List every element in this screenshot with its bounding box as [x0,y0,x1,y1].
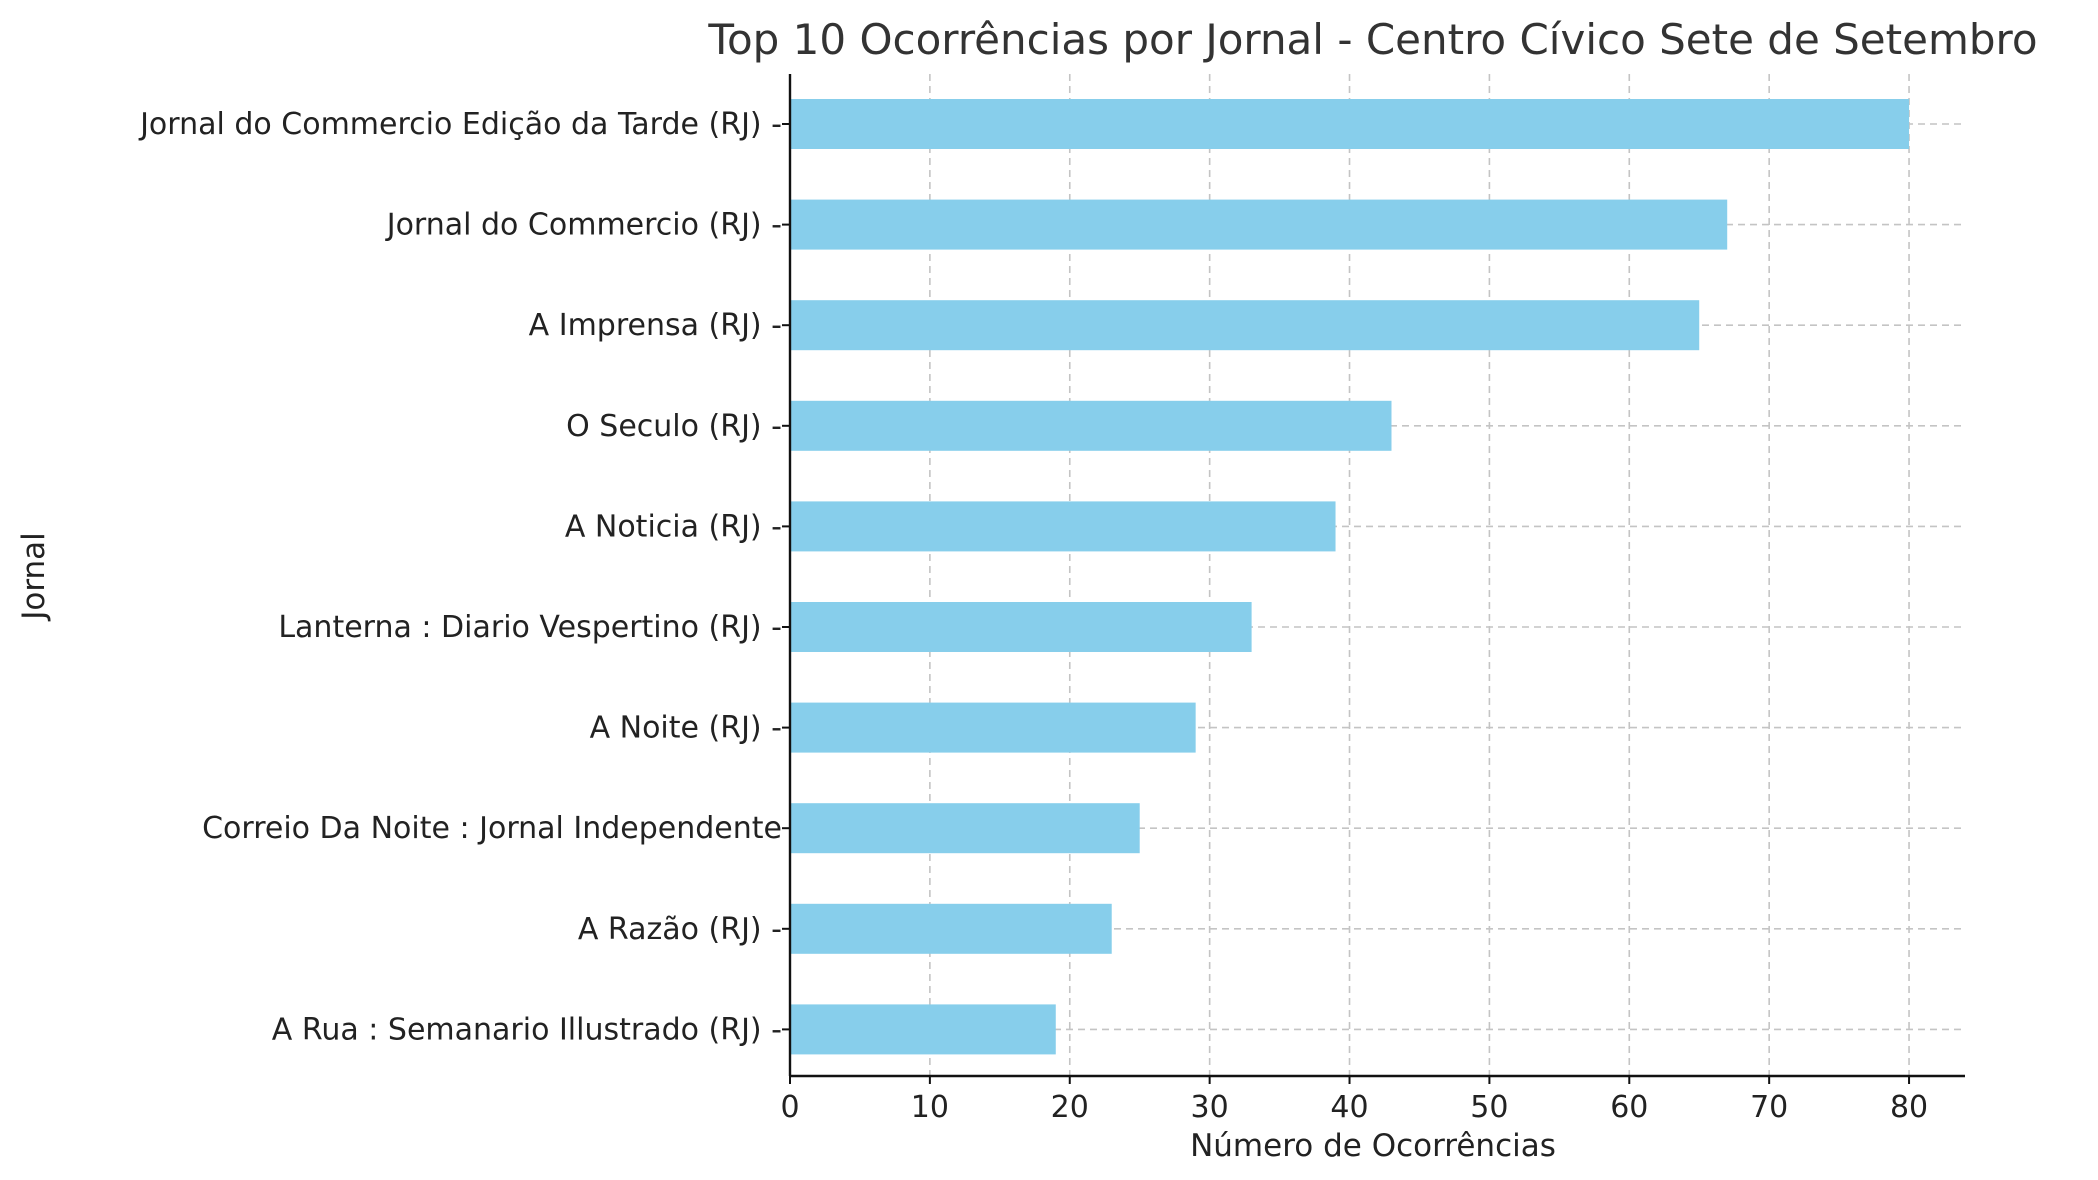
bar [790,803,1140,854]
y-tick-label: A Razão (RJ) - [578,912,782,947]
bar [790,1004,1056,1055]
y-tick-label: Lanterna : Diario Vespertino (RJ) - [278,610,782,645]
x-tick-label: 80 [1890,1090,1928,1125]
y-tick-label: Correio Da Noite : Jornal Independente [202,811,782,846]
y-tick-label: O Seculo (RJ) - [566,409,782,444]
x-tick-label: 60 [1610,1090,1648,1125]
axis-layer [782,74,1965,1084]
y-tick-label: Jornal do Commercio (RJ) - [385,208,782,243]
x-tick-label: 0 [780,1090,799,1125]
bar [790,300,1700,351]
x-tick-label: 70 [1750,1090,1788,1125]
bar-layer [790,99,1910,1055]
chart-title: Top 10 Ocorrências por Jornal - Centro C… [707,15,2037,64]
bar [790,199,1728,250]
y-tick-label: Jornal do Commercio Edição da Tarde (RJ)… [138,107,782,142]
bar [790,903,1112,954]
x-tick-label: 20 [1051,1090,1089,1125]
bar [790,602,1252,652]
x-tick-label: 10 [911,1090,949,1125]
y-axis-label: Jornal [16,532,52,622]
y-tick-label: A Noite (RJ) - [590,711,782,746]
y-tick-label: A Noticia (RJ) - [565,509,782,544]
x-tick-label: 40 [1330,1090,1368,1125]
x-tick-label: 50 [1470,1090,1508,1125]
bar [790,501,1336,552]
x-tick-labels: 0 10 20 30 40 50 60 70 80 [780,1090,1928,1125]
bar [790,400,1392,451]
y-tick-labels: Jornal do Commercio Edição da Tarde (RJ)… [138,107,782,1047]
x-axis-label: Número de Ocorrências [1190,1128,1556,1164]
x-tick-label: 30 [1191,1090,1229,1125]
bar [790,99,1910,149]
y-tick-label: A Rua : Semanario Illustrado (RJ) - [272,1012,782,1047]
y-tick-label: A Imprensa (RJ) - [529,308,782,343]
bar [790,702,1196,753]
